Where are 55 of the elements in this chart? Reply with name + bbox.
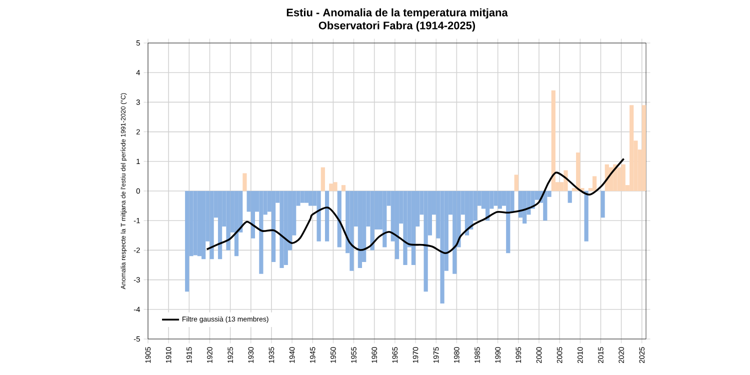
bar xyxy=(242,173,247,191)
bar xyxy=(370,191,374,250)
bar xyxy=(197,191,202,256)
bar xyxy=(440,191,444,304)
chart-title: Estiu - Anomalia de la temperatura mitjana xyxy=(286,8,508,19)
bar xyxy=(394,191,400,260)
bar xyxy=(341,185,346,191)
bar xyxy=(403,191,408,265)
bar xyxy=(592,176,597,191)
bar xyxy=(464,191,470,236)
bar xyxy=(324,191,330,242)
bar xyxy=(234,191,239,256)
bar xyxy=(304,191,309,203)
bar xyxy=(584,191,588,242)
line-series xyxy=(206,158,625,254)
bar xyxy=(202,191,206,260)
bar xyxy=(358,191,362,268)
chart-subtitle: Observatori Fabra (1914-2025) xyxy=(318,21,476,32)
bar xyxy=(485,191,490,221)
bar xyxy=(316,191,321,242)
bar xyxy=(280,191,284,268)
bar xyxy=(284,191,288,265)
bar xyxy=(271,191,276,262)
bar xyxy=(600,191,605,218)
bar xyxy=(250,191,256,238)
bar xyxy=(337,191,342,248)
bar xyxy=(498,191,502,209)
bar xyxy=(333,182,338,191)
bar xyxy=(320,167,325,191)
bar xyxy=(630,105,634,191)
bar xyxy=(382,191,387,248)
bar xyxy=(522,191,527,224)
bar xyxy=(551,90,556,191)
bar xyxy=(329,184,334,191)
bar xyxy=(218,191,222,260)
bar xyxy=(543,191,548,221)
bar xyxy=(514,174,518,191)
bar xyxy=(300,191,304,203)
bar xyxy=(308,191,313,206)
bar xyxy=(193,191,198,256)
bar xyxy=(506,191,510,254)
bar xyxy=(617,167,622,191)
bar xyxy=(452,191,457,274)
bar xyxy=(185,191,190,292)
bar xyxy=(411,191,416,265)
bar xyxy=(568,191,572,203)
bar xyxy=(424,191,428,292)
bar xyxy=(621,164,626,191)
bar xyxy=(210,191,214,260)
bar xyxy=(259,191,264,274)
bar xyxy=(576,152,580,191)
bar xyxy=(494,191,498,206)
bar xyxy=(350,191,354,271)
bar xyxy=(226,191,230,250)
bar xyxy=(642,105,646,191)
